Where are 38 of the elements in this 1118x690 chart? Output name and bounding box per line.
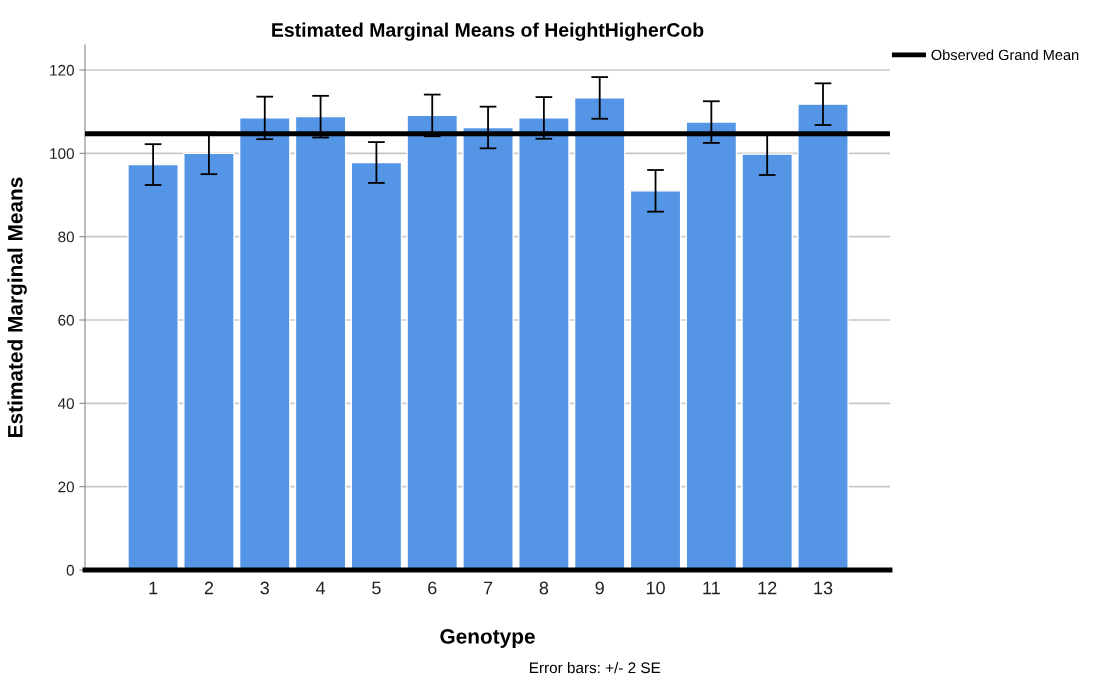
x-tick-label: 4	[315, 581, 326, 595]
x-tick-label: 12	[758, 581, 777, 595]
x-tick-label: 1	[149, 581, 158, 595]
bar	[406, 114, 459, 570]
x-tick-label: 10	[646, 581, 665, 595]
bar	[629, 190, 682, 570]
x-tick-label: 2	[204, 581, 214, 595]
x-tick-label: 11	[703, 581, 720, 595]
bar	[518, 117, 570, 570]
bar	[294, 115, 347, 570]
y-tick-label: 60	[58, 314, 74, 326]
legend-label: Observed Grand Mean	[931, 49, 1079, 61]
bar	[797, 103, 849, 570]
x-tick-label: 7	[483, 581, 493, 595]
y-tick-label: 20	[58, 481, 74, 493]
x-tick-label: 6	[428, 581, 437, 595]
x-tick-label: 3	[260, 581, 269, 595]
y-tick-label: 120	[50, 64, 74, 76]
bar	[462, 126, 514, 570]
y-tick-label: 100	[50, 148, 74, 160]
x-tick-label: 5	[372, 581, 381, 595]
bar	[350, 161, 403, 570]
bar	[127, 163, 179, 570]
bar	[685, 121, 738, 570]
chart-title: Estimated Marginal Means of HeightHigherCob	[272, 22, 704, 41]
y-tick-label: 40	[57, 398, 74, 410]
y-axis-title: Estimated Marginal Means	[7, 177, 27, 437]
x-tick-label: 8	[539, 581, 549, 595]
bar	[183, 152, 235, 570]
y-tick-label: 80	[58, 231, 74, 243]
y-tick-label: 0	[66, 564, 74, 576]
x-axis-title: Genotype	[440, 629, 535, 648]
bar	[573, 97, 626, 570]
text: Error bars: +/- 2 SE	[530, 661, 661, 674]
bar	[238, 117, 291, 570]
bar	[741, 153, 794, 570]
x-tick-label: 9	[595, 581, 604, 595]
x-tick-label: 13	[814, 581, 833, 595]
